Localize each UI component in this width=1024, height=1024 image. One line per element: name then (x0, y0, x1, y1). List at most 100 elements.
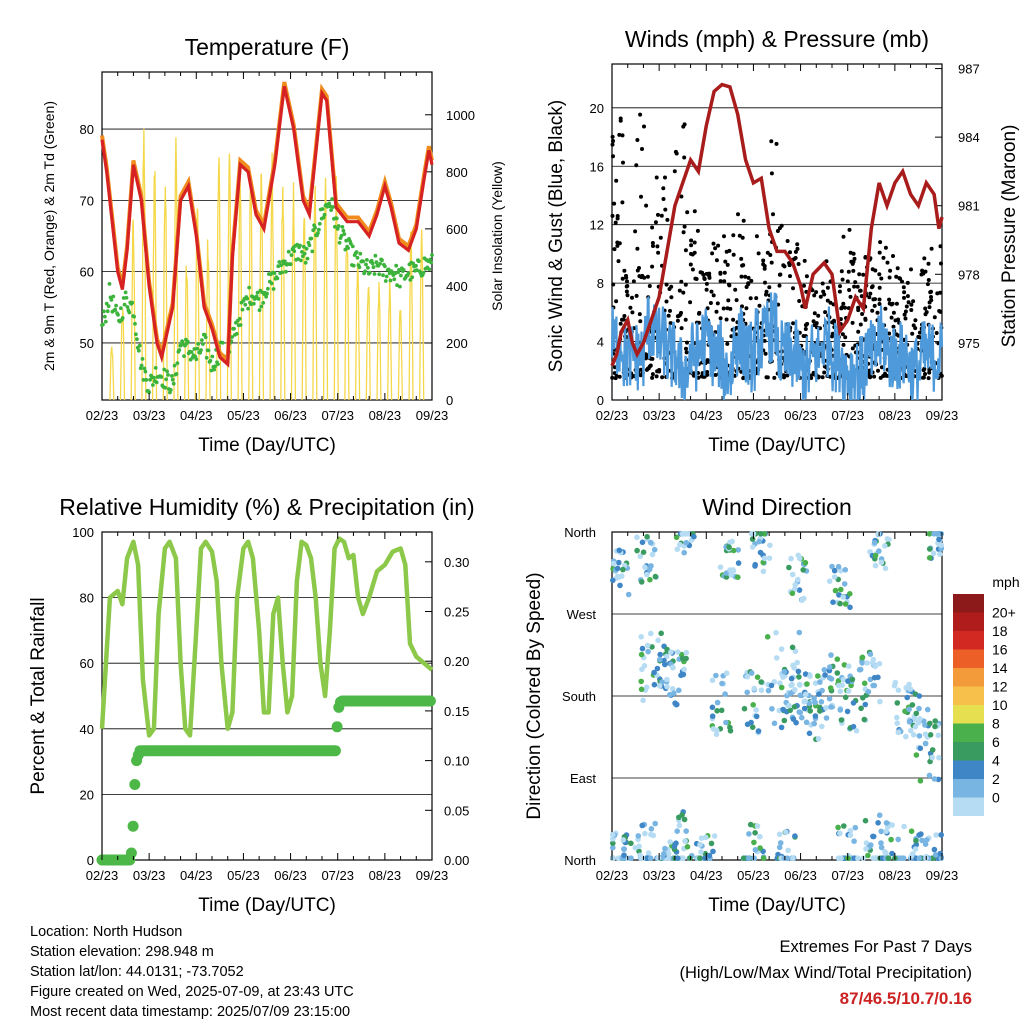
direction-point (821, 667, 828, 673)
direction-point (662, 845, 668, 852)
dewpoint-point (372, 272, 377, 276)
direction-point (768, 682, 775, 689)
gust-point (634, 163, 639, 168)
gust-point (757, 303, 762, 308)
direction-point (638, 855, 644, 861)
dewpoint-point (317, 227, 321, 232)
dewpoint-point (142, 366, 147, 371)
solar-spike (344, 249, 350, 401)
direction-point (912, 723, 919, 730)
gust-point (740, 235, 745, 240)
gust-point (684, 346, 688, 351)
gust-point (879, 276, 884, 281)
precip-point (127, 820, 139, 832)
gust-point (725, 306, 730, 311)
gust-point (788, 250, 792, 255)
dewpoint-point (192, 347, 197, 351)
direction-point (771, 720, 778, 727)
legend-label: 4 (992, 753, 1000, 769)
gust-point (771, 212, 775, 217)
dewpoint-point (429, 260, 433, 265)
dewpoint-point (299, 258, 303, 263)
direction-point (744, 673, 751, 680)
dewpoint-point (111, 294, 116, 299)
gust-point (860, 312, 865, 316)
direction-point (637, 553, 644, 560)
dewpoint-point (395, 283, 399, 288)
y-tick-label-right: 0.25 (444, 605, 469, 620)
direction-point (647, 576, 653, 583)
direction-point (645, 850, 652, 856)
y-tick-label-right: 0.05 (444, 803, 469, 818)
dewpoint-point (135, 337, 139, 342)
direction-point (908, 853, 915, 859)
direction-point (918, 831, 924, 837)
x-tick-label: 09/23 (926, 408, 959, 423)
legend-label: 6 (992, 734, 1000, 750)
y-tick-label-left: 80 (80, 122, 94, 137)
gust-point (812, 311, 817, 316)
gust-point (638, 367, 643, 372)
gust-point (877, 272, 882, 277)
x-tick-label: 06/23 (784, 868, 817, 883)
gust-point (661, 186, 666, 191)
direction-point (773, 655, 780, 661)
direction-point (777, 840, 784, 846)
gust-point (725, 341, 730, 346)
direction-point (670, 664, 676, 671)
gust-point (769, 139, 774, 144)
direction-point (830, 599, 836, 605)
direction-point (717, 564, 724, 570)
gust-point (850, 320, 855, 325)
gust-point (689, 238, 694, 243)
dewpoint-point (397, 268, 401, 272)
direction-point (876, 548, 882, 554)
dewpoint-point (153, 366, 158, 370)
direction-point (786, 564, 792, 571)
direction-point (745, 855, 752, 861)
precip-series (96, 695, 436, 866)
gust-point (895, 266, 900, 271)
dewpoint-point (122, 302, 127, 307)
legend-swatch (953, 797, 984, 816)
direction-point (751, 839, 757, 846)
dewpoint-point (199, 348, 203, 352)
x-axis-label: Time (Day/UTC) (198, 435, 336, 456)
dewpoint-point (292, 249, 297, 254)
direction-point (907, 727, 914, 734)
gust-point (630, 310, 635, 315)
dewpoint-point (123, 290, 128, 295)
winds-panel: 0 4 8 12 16 20 975 978 981 984 987 02/23 03/23 04/23 0… (546, 26, 1020, 456)
gust-point (839, 269, 844, 274)
y-tick-label-left: 100 (72, 525, 94, 540)
x-tick-label: 09/23 (416, 868, 449, 883)
gust-point (725, 262, 730, 267)
direction-point (730, 547, 737, 554)
direction-point (842, 601, 849, 607)
gust-point (695, 228, 700, 233)
temp-9m-line (100, 81, 434, 365)
gust-point (863, 316, 868, 321)
direction-point (919, 837, 925, 844)
dewpoint-point (213, 364, 218, 369)
y-tick-label-left: 80 (80, 591, 94, 606)
gust-point (925, 282, 930, 287)
y-tick-label-left: 8 (597, 276, 604, 291)
dewpoint-point (280, 270, 284, 275)
direction-point (614, 565, 621, 572)
gust-point (868, 291, 873, 296)
dewpoint-point (383, 264, 387, 269)
direction-point (748, 719, 754, 726)
direction-point (796, 709, 802, 715)
y-tick-label-right: 0.30 (444, 555, 469, 570)
direction-point (783, 829, 789, 835)
dewpoint-point (136, 348, 141, 353)
direction-point (791, 665, 797, 671)
gust-point (637, 312, 642, 317)
direction-point (792, 833, 798, 839)
direction-point (795, 668, 802, 675)
direction-point (639, 822, 645, 829)
direction-point (878, 844, 885, 851)
direction-point (687, 855, 693, 861)
extremes-values: 87/46.5/10.7/0.16 (839, 989, 972, 1008)
